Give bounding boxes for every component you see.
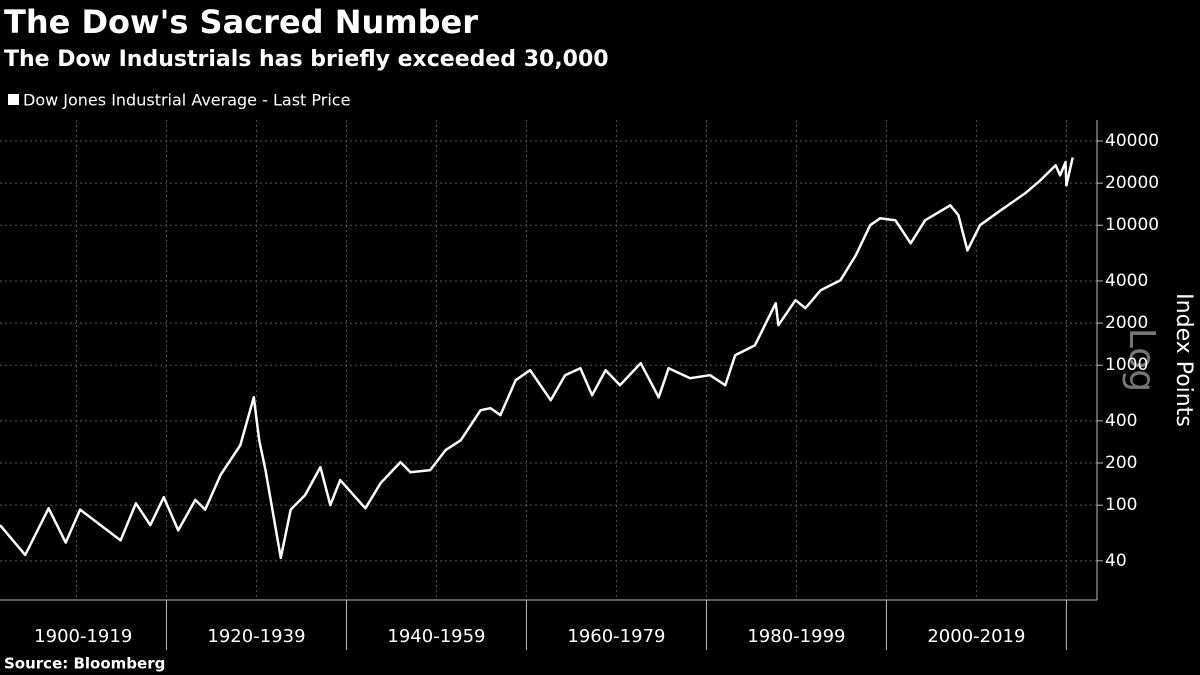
y-tick-label: 200 <box>1105 453 1137 473</box>
legend-swatch <box>8 94 19 105</box>
x-band-label: 1980-1999 <box>747 626 845 647</box>
source: Source: Bloomberg <box>4 655 165 673</box>
y-tick-label: 1000 <box>1105 355 1148 375</box>
y-tick-label: 40 <box>1105 551 1127 571</box>
y-tick-label: 40000 <box>1105 131 1159 151</box>
x-band-label: 2000-2019 <box>927 626 1025 647</box>
y-tick-label: 400 <box>1105 411 1137 431</box>
x-band-label: 1900-1919 <box>34 626 132 647</box>
y-axis-label: Index Points <box>1171 293 1196 427</box>
y-tick-label: 2000 <box>1105 313 1148 333</box>
scale-label: Log <box>1121 328 1162 392</box>
y-tick-label: 4000 <box>1105 271 1148 291</box>
x-band-label: 1920-1939 <box>207 626 305 647</box>
y-tick-label: 10000 <box>1105 215 1159 235</box>
chart-title: The Dow's Sacred Number <box>4 3 478 41</box>
x-band-label: 1940-1959 <box>387 626 485 647</box>
legend-label: Dow Jones Industrial Average - Last Pric… <box>23 91 350 110</box>
x-band-label: 1960-1979 <box>567 626 665 647</box>
series-line <box>0 157 1074 560</box>
y-tick-label: 20000 <box>1105 173 1159 193</box>
y-tick-label: 100 <box>1105 495 1137 515</box>
chart-subtitle: The Dow Industrials has briefly exceeded… <box>4 47 609 72</box>
